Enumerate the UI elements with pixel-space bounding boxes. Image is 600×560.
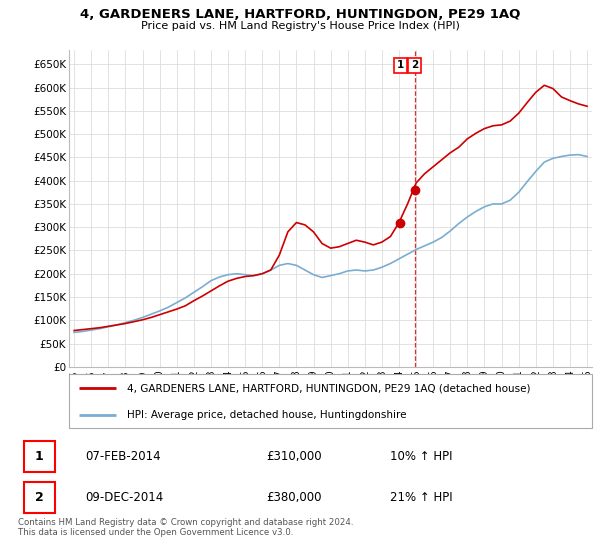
Text: 1: 1 bbox=[35, 450, 44, 463]
Text: 21% ↑ HPI: 21% ↑ HPI bbox=[390, 491, 453, 504]
Text: 1: 1 bbox=[397, 60, 404, 71]
Text: Price paid vs. HM Land Registry's House Price Index (HPI): Price paid vs. HM Land Registry's House … bbox=[140, 21, 460, 31]
Text: HPI: Average price, detached house, Huntingdonshire: HPI: Average price, detached house, Hunt… bbox=[127, 410, 406, 419]
Text: 10% ↑ HPI: 10% ↑ HPI bbox=[390, 450, 453, 463]
Text: £380,000: £380,000 bbox=[266, 491, 322, 504]
Text: 07-FEB-2014: 07-FEB-2014 bbox=[86, 450, 161, 463]
Text: 4, GARDENERS LANE, HARTFORD, HUNTINGDON, PE29 1AQ (detached house): 4, GARDENERS LANE, HARTFORD, HUNTINGDON,… bbox=[127, 384, 530, 393]
Text: 4, GARDENERS LANE, HARTFORD, HUNTINGDON, PE29 1AQ: 4, GARDENERS LANE, HARTFORD, HUNTINGDON,… bbox=[80, 8, 520, 21]
Bar bbox=[23, 482, 55, 513]
Text: 09-DEC-2014: 09-DEC-2014 bbox=[86, 491, 164, 504]
Bar bbox=[23, 441, 55, 472]
Text: Contains HM Land Registry data © Crown copyright and database right 2024.
This d: Contains HM Land Registry data © Crown c… bbox=[18, 518, 353, 538]
Text: £310,000: £310,000 bbox=[266, 450, 322, 463]
Text: 2: 2 bbox=[411, 60, 418, 71]
Text: 2: 2 bbox=[35, 491, 44, 504]
